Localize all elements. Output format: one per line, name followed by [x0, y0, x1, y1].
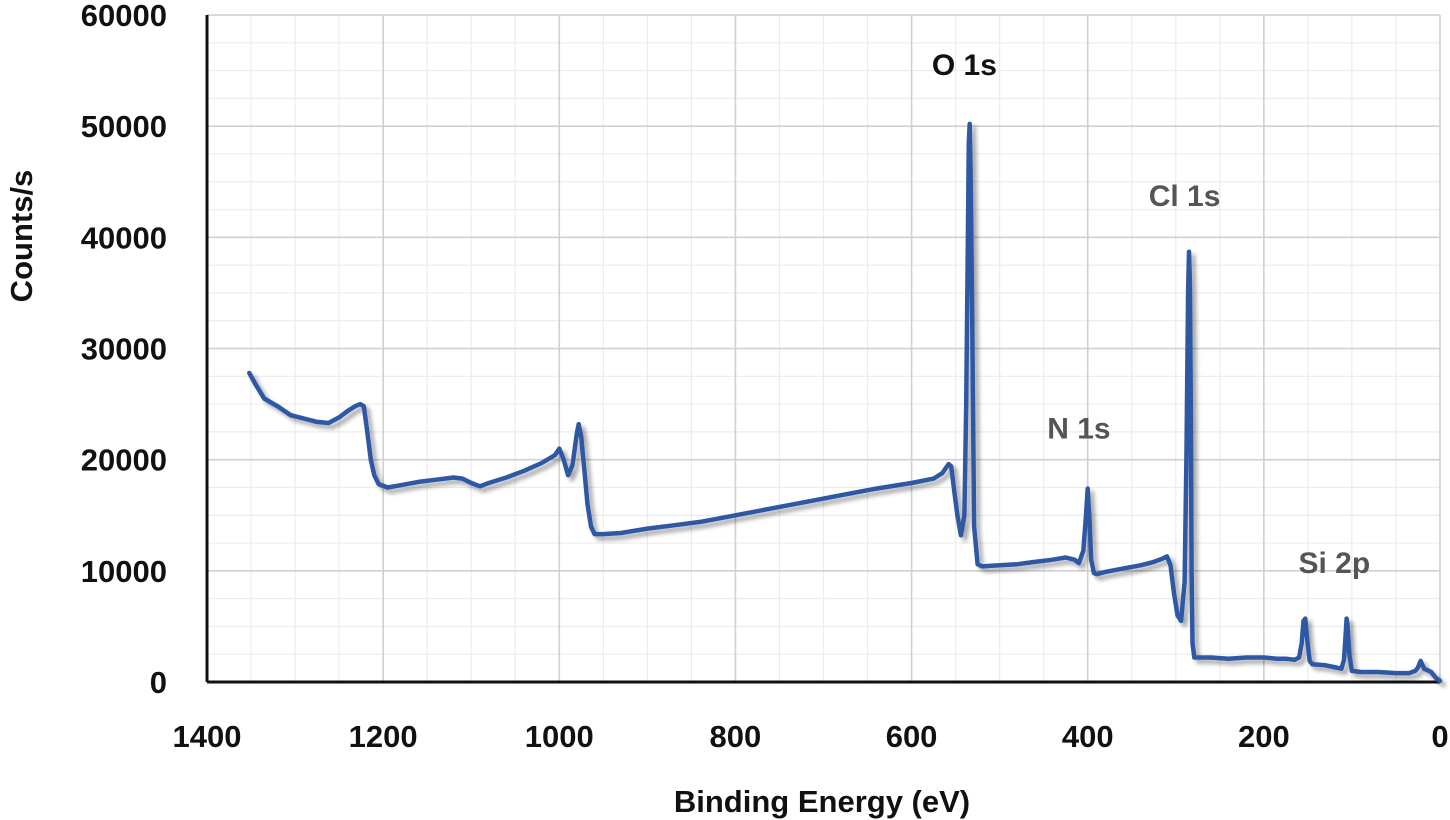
y-tick-label: 40000 [81, 220, 167, 255]
x-tick-label: 1400 [173, 719, 242, 754]
peak-label: N 1s [1047, 413, 1110, 446]
y-tick-label: 10000 [81, 554, 167, 589]
y-tick-labels: 0 10000 20000 30000 40000 50000 60000 [81, 0, 167, 700]
series-layer [247, 121, 1443, 684]
spectrum-line [247, 121, 1443, 684]
major-gridlines [206, 14, 1441, 683]
peak-annotations: O 1s Cl 1s N 1s Si 2p [932, 49, 1370, 580]
x-tick-label: 600 [886, 719, 938, 754]
x-tick-label: 200 [1238, 719, 1290, 754]
y-tick-label: 20000 [81, 443, 167, 478]
x-tick-labels: 1400 1200 1000 800 600 400 200 0 [173, 719, 1449, 754]
x-tick-label: 400 [1062, 719, 1114, 754]
x-axis-title: Binding Energy (eV) [674, 784, 970, 819]
y-tick-label: 60000 [81, 0, 167, 33]
peak-label: O 1s [932, 49, 997, 82]
peak-label: Cl 1s [1149, 180, 1221, 213]
x-tick-label: 0 [1431, 719, 1448, 754]
x-tick-label: 1200 [349, 719, 418, 754]
y-tick-label: 0 [150, 665, 167, 700]
y-tick-label: 30000 [81, 332, 167, 367]
y-tick-label: 50000 [81, 109, 167, 144]
peak-label: Si 2p [1298, 547, 1370, 580]
x-tick-label: 1000 [525, 719, 594, 754]
y-axis-title: Counts/s [4, 170, 39, 303]
axes [205, 15, 1440, 684]
x-tick-label: 800 [710, 719, 762, 754]
